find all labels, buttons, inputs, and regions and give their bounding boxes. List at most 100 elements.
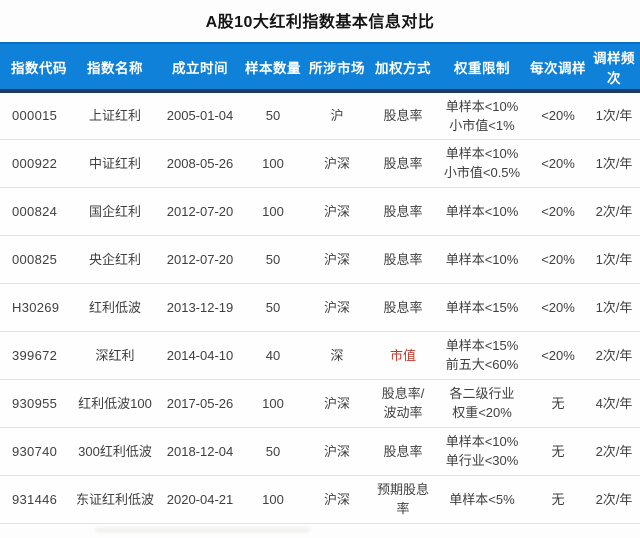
cell-weighting: 股息率 xyxy=(370,139,436,188)
index-comparison-table: 指数代码 指数名称 成立时间 样本数量 所涉市场 加权方式 权重限制 每次调样 调样频次 000… xyxy=(0,42,640,524)
column-header-name: 指数名称 xyxy=(72,42,158,93)
cell-weight_limit: 单样本<10% xyxy=(436,187,528,236)
cell-markets: 沪深 xyxy=(304,379,370,428)
cell-weighting: 股息率 xyxy=(370,427,436,476)
cell-per_adjust: <20% xyxy=(528,235,588,284)
cell-code: 930955 xyxy=(0,379,72,428)
cell-founded: 2012-07-20 xyxy=(158,235,242,284)
cell-weight_limit: 单样本<10% 小市值<0.5% xyxy=(436,139,528,188)
cell-per_adjust: 无 xyxy=(528,475,588,524)
cell-founded: 2014-04-10 xyxy=(158,331,242,380)
cell-markets: 沪深 xyxy=(304,187,370,236)
cell-frequency: 1次/年 xyxy=(588,283,640,332)
table-row: 399672 深红利 2014-04-10 40 深市值 单样本<15% 前五大<60% <2… xyxy=(0,331,640,380)
cell-per_adjust: <20% xyxy=(528,91,588,140)
cell-frequency: 2次/年 xyxy=(588,187,640,236)
cell-name: 300红利低波 xyxy=(72,427,158,476)
cell-code: 399672 xyxy=(0,331,72,380)
cell-founded: 2017-05-26 xyxy=(158,379,242,428)
cell-founded: 2008-05-26 xyxy=(158,139,242,188)
cell-per_adjust: <20% xyxy=(528,139,588,188)
cell-name: 深红利 xyxy=(72,331,158,380)
table-row: 931446 东证红利低波 2020-04-21 100 沪深 预期股息率 单样本<5% 无 2… xyxy=(0,475,640,524)
cell-weighting: 股息率 xyxy=(370,283,436,332)
cell-frequency: 2次/年 xyxy=(588,427,640,476)
table-row: H30269 红利低波 2013-12-19 50 沪深 股息率 单样本<15% <20% 1次… xyxy=(0,283,640,332)
cell-weight_limit: 单样本<10% xyxy=(436,235,528,284)
column-header-samples: 样本数量 xyxy=(242,42,304,93)
cell-samples: 100 xyxy=(242,475,304,524)
cell-code: 000922 xyxy=(0,139,72,188)
cell-founded: 2018-12-04 xyxy=(158,427,242,476)
page-title: A股10大红利指数基本信息对比 xyxy=(205,14,435,31)
cell-code: 000015 xyxy=(0,91,72,140)
cell-per_adjust: 无 xyxy=(528,427,588,476)
column-header-markets: 所涉市场 xyxy=(304,42,370,93)
cell-frequency: 1次/年 xyxy=(588,235,640,284)
cell-markets: 沪 xyxy=(304,91,370,140)
column-header-code: 指数代码 xyxy=(0,42,72,93)
column-header-per_adjust: 每次调样 xyxy=(528,42,588,93)
cell-weight_limit: 各二级行业 权重<20% xyxy=(436,379,528,428)
cell-markets: 沪深 xyxy=(304,139,370,188)
cell-markets: 沪深 xyxy=(304,235,370,284)
cell-name: 上证红利 xyxy=(72,91,158,140)
cell-markets: 沪深 xyxy=(304,475,370,524)
cell-per_adjust: 无 xyxy=(528,379,588,428)
cell-frequency: 1次/年 xyxy=(588,91,640,140)
column-header-frequency: 调样频次 xyxy=(588,42,640,93)
table-row: 930740 300红利低波 2018-12-04 50 沪深 股息率 单样本<10% 单行业… xyxy=(0,427,640,476)
cell-name: 东证红利低波 xyxy=(72,475,158,524)
cell-weight_limit: 单样本<10% 单行业<30% xyxy=(436,427,528,476)
cell-samples: 100 xyxy=(242,187,304,236)
cell-weighting: 股息率/波动率 xyxy=(370,379,436,428)
cell-weight_limit: 单样本<15% xyxy=(436,283,528,332)
column-header-weight_limit: 权重限制 xyxy=(436,42,528,93)
cell-founded: 2012-07-20 xyxy=(158,187,242,236)
cell-weight_limit: 单样本<15% 前五大<60% xyxy=(436,331,528,380)
cell-frequency: 2次/年 xyxy=(588,475,640,524)
cell-per_adjust: <20% xyxy=(528,331,588,380)
cell-code: 000824 xyxy=(0,187,72,236)
cell-samples: 100 xyxy=(242,139,304,188)
cell-founded: 2013-12-19 xyxy=(158,283,242,332)
table-header: 指数代码 指数名称 成立时间 样本数量 所涉市场 加权方式 权重限制 每次调样 调样频次 xyxy=(0,42,640,93)
cell-founded: 2020-04-21 xyxy=(158,475,242,524)
cell-frequency: 4次/年 xyxy=(588,379,640,428)
cell-samples: 50 xyxy=(242,235,304,284)
cell-markets: 沪深 xyxy=(304,283,370,332)
table-row: 000015 上证红利 2005-01-04 50 沪股息率 单样本<10% 小市值<1% <… xyxy=(0,91,640,140)
cell-code: 000825 xyxy=(0,235,72,284)
table-row: 000824 国企红利 2012-07-20 100 沪深 股息率 单样本<10% <20% 2… xyxy=(0,187,640,236)
cell-frequency: 2次/年 xyxy=(588,331,640,380)
column-header-weighting: 加权方式 xyxy=(370,42,436,93)
table-header-row: 指数代码 指数名称 成立时间 样本数量 所涉市场 加权方式 权重限制 每次调样 调样频次 xyxy=(0,42,640,93)
cell-samples: 50 xyxy=(242,427,304,476)
cell-per_adjust: <20% xyxy=(528,283,588,332)
cell-weighting: 股息率 xyxy=(370,235,436,284)
table-body: 000015 上证红利 2005-01-04 50 沪股息率 单样本<10% 小市值<1% <… xyxy=(0,91,640,524)
cell-code: 931446 xyxy=(0,475,72,524)
faint-watermark xyxy=(95,527,310,533)
cell-code: H30269 xyxy=(0,283,72,332)
cell-frequency: 1次/年 xyxy=(588,139,640,188)
cell-markets: 深 xyxy=(304,331,370,380)
table-row: 000825 央企红利 2012-07-20 50 沪深 股息率 单样本<10% <20% 1次… xyxy=(0,235,640,284)
cell-name: 央企红利 xyxy=(72,235,158,284)
cell-weighting: 股息率 xyxy=(370,91,436,140)
cell-founded: 2005-01-04 xyxy=(158,91,242,140)
cell-samples: 50 xyxy=(242,91,304,140)
cell-weight_limit: 单样本<5% xyxy=(436,475,528,524)
cell-weight_limit: 单样本<10% 小市值<1% xyxy=(436,91,528,140)
cell-code: 930740 xyxy=(0,427,72,476)
table-row: 000922 中证红利 2008-05-26 100 沪深 股息率 单样本<10% 小市值<0… xyxy=(0,139,640,188)
cell-per_adjust: <20% xyxy=(528,187,588,236)
table-row: 930955 红利低波100 2017-05-26 100 沪深 股息率/波动率 各二级行业… xyxy=(0,379,640,428)
cell-name: 红利低波100 xyxy=(72,379,158,428)
cell-weighting: 预期股息率 xyxy=(370,475,436,524)
cell-name: 国企红利 xyxy=(72,187,158,236)
column-header-founded: 成立时间 xyxy=(158,42,242,93)
cell-weighting: 股息率 xyxy=(370,187,436,236)
cell-name: 红利低波 xyxy=(72,283,158,332)
